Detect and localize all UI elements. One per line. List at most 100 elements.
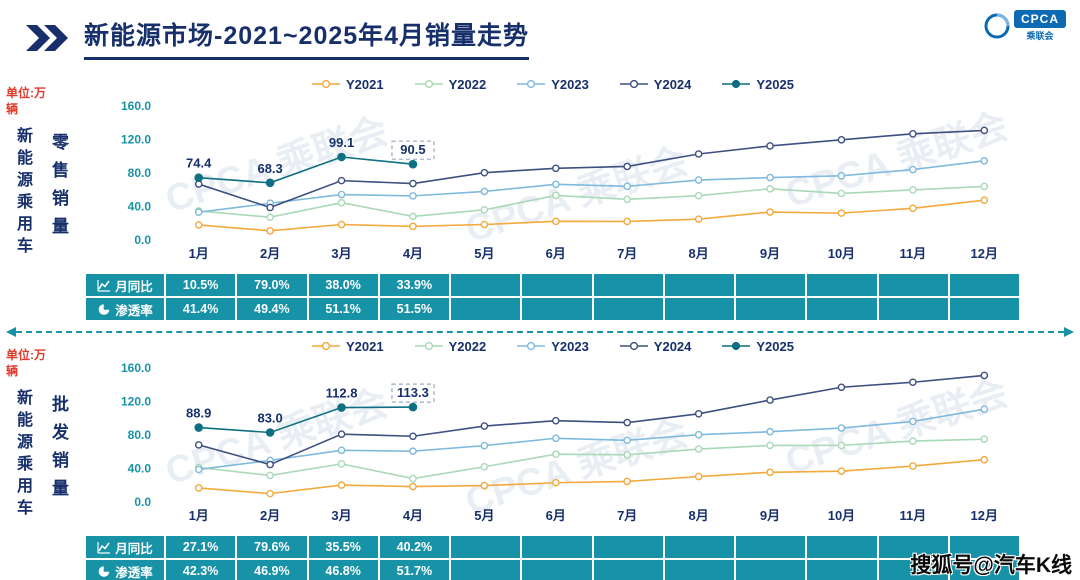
y2025-value-label: 83.0 [257, 410, 282, 425]
data-point [266, 489, 274, 498]
data-point [766, 468, 774, 477]
legend-label: Y2024 [653, 76, 692, 92]
x-axis-month: 1月 [189, 508, 209, 523]
legend-label: Y2022 [448, 76, 487, 92]
data-point [623, 477, 632, 486]
data-point [766, 142, 774, 150]
data-point [266, 471, 274, 480]
data-point [194, 441, 203, 449]
data-point [694, 430, 703, 439]
stat-cell [806, 535, 878, 559]
legend-marker-icon [414, 79, 443, 89]
stat-cell: 46.9% [236, 559, 308, 580]
data-point [337, 198, 346, 207]
stat-cell [877, 559, 949, 580]
series-line-y2025 [198, 156, 414, 184]
stat-row-label: 渗透率 [85, 559, 165, 580]
stat-cell [663, 535, 735, 559]
stat-cell [450, 535, 522, 559]
wholesale-stat-table: 月同比 27.1% 79.6% 35.5% 40.2% 渗透率 42.3% 46.9% 46.8… [85, 535, 1020, 580]
x-axis-month: 8月 [689, 508, 709, 523]
legend-retail: Y2021 Y2022 Y2023 Y2024 Y2025 [85, 74, 1020, 94]
annotation-box [391, 383, 435, 403]
cpca-logo-text: CPCA [1013, 10, 1066, 28]
stat-cell [877, 535, 949, 559]
data-point [980, 371, 989, 380]
stat-row-penetration: 渗透率 42.3% 46.9% 46.8% 51.7% [85, 559, 1020, 580]
stat-row-label: 渗透率 [85, 297, 165, 321]
y-axis-tick: 40.0 [128, 200, 152, 214]
x-axis-month: 7月 [617, 508, 637, 523]
stat-row-label: 月同比 [85, 273, 165, 297]
data-point [480, 441, 489, 450]
stat-cell [450, 273, 522, 297]
line-chart-icon [97, 279, 111, 292]
data-point [480, 422, 489, 430]
x-axis-month: 12月 [971, 508, 998, 523]
data-point [837, 209, 846, 217]
divider-line [16, 331, 1064, 333]
data-point [194, 221, 203, 229]
retail-chart-zone: Y2021 Y2022 Y2023 Y2024 Y2025 0.0 40.0 80.0 120… [85, 74, 1020, 321]
legend-item-y2023: Y2023 [516, 339, 589, 354]
stat-cell [948, 297, 1020, 321]
unit-label: 单位:万辆 [6, 86, 46, 116]
legend-label: Y2025 [756, 76, 794, 92]
x-axis-month: 11月 [900, 508, 927, 523]
data-point [480, 206, 489, 214]
stat-row-label: 月同比 [85, 535, 165, 559]
data-point [837, 467, 846, 475]
data-point [409, 212, 417, 221]
stat-cell [735, 297, 807, 321]
unit-label: 单位:万辆 [6, 348, 46, 378]
data-point [337, 430, 346, 438]
stat-label-text: 月同比 [115, 279, 153, 294]
legend-marker-icon [619, 341, 648, 351]
legend-item-y2022: Y2022 [414, 76, 487, 92]
data-point [408, 159, 418, 169]
stat-row-penetration: 渗透率 41.4% 49.4% 51.1% 51.5% [85, 297, 1020, 321]
stat-cell: 33.9% [378, 273, 450, 297]
x-axis-month: 6月 [546, 246, 566, 261]
stat-cell [877, 297, 949, 321]
y-axis-tick: 40.0 [128, 462, 152, 476]
data-point [194, 173, 204, 182]
stat-row-yoy: 月同比 27.1% 79.6% 35.5% 40.2% [85, 535, 1020, 559]
y2025-value-label: 112.8 [326, 386, 358, 401]
data-point [551, 180, 560, 189]
y-axis-tick: 120.0 [121, 395, 151, 409]
x-axis-month: 5月 [474, 246, 494, 261]
stat-cell [592, 535, 664, 559]
data-point [480, 168, 489, 177]
legend-label: Y2021 [346, 338, 384, 354]
data-point [837, 441, 846, 450]
data-point [409, 482, 417, 491]
legend-marker-icon [414, 341, 443, 351]
stat-cell [735, 535, 807, 559]
data-point [837, 136, 846, 144]
stat-cell [521, 535, 593, 559]
stat-cell [521, 297, 593, 321]
data-point [980, 157, 989, 165]
data-point [337, 403, 346, 412]
data-point [909, 130, 917, 138]
stat-cell [735, 559, 807, 580]
stat-cell: 51.7% [378, 559, 450, 580]
data-point [409, 447, 417, 455]
data-point [337, 446, 346, 455]
series-line-y2023 [198, 160, 985, 213]
stat-cell [450, 559, 522, 580]
data-point [480, 481, 489, 490]
data-point [909, 417, 917, 426]
stat-cell [592, 273, 664, 297]
data-point [337, 176, 346, 185]
legend-label: Y2023 [551, 76, 589, 92]
stat-cell: 40.2% [378, 535, 450, 559]
cpca-logo-subtext: 乘联会 [1026, 31, 1054, 41]
x-axis-month: 9月 [760, 508, 780, 523]
retail-line-plot: 0.0 40.0 80.0 120.0 160.0 1月 2月 3月 4月 5月 6月 7月 8月 9月 1… [121, 99, 998, 261]
data-point [337, 460, 346, 468]
series-line-y2021 [198, 199, 985, 232]
stat-cell: 41.4% [165, 297, 237, 321]
x-axis-month: 4月 [403, 508, 423, 523]
